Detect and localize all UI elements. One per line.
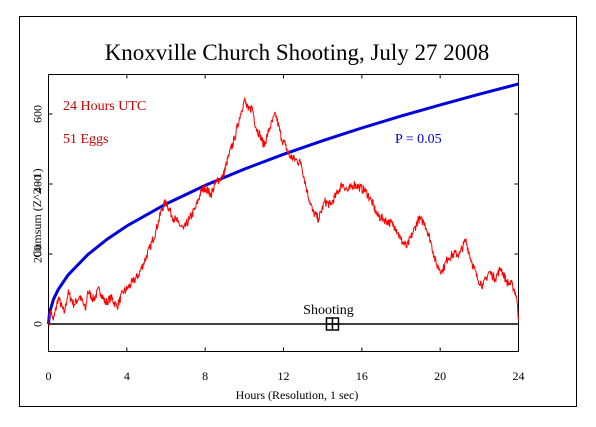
x-tick-label: 16: [356, 369, 368, 383]
x-axis-label: Hours (Resolution, 1 sec): [236, 388, 359, 402]
outer-frame: [19, 16, 577, 407]
x-axis: 0 4 8 12 16 20 24: [46, 74, 525, 383]
x-tick-label: 8: [202, 369, 208, 383]
significance-curve: [47, 82, 519, 325]
y-tick-label: 600: [31, 105, 45, 123]
x-tick-label: 4: [124, 369, 130, 383]
x-tick-label: 0: [46, 369, 52, 383]
event-label: Shooting: [303, 303, 354, 318]
x-tick-label: 12: [278, 369, 290, 383]
y-tick-label: 200: [31, 245, 45, 263]
y-axis: 0 200 400 600: [31, 105, 519, 327]
y-tick-label: 0: [31, 321, 45, 327]
x-tick-label: 24: [513, 369, 525, 383]
y-axis-label: Cumsum (Z^2 - 1): [30, 168, 44, 257]
x-tick-label: 20: [434, 369, 446, 383]
time-basis-label: 24 Hours UTC: [63, 99, 146, 114]
probability-label: P = 0.05: [395, 132, 442, 147]
cumsum-series: [48, 96, 519, 327]
y-tick-label: 400: [31, 175, 45, 193]
event-marker: [325, 317, 340, 331]
chart-title: Knoxville Church Shooting, July 27 2008: [105, 40, 490, 65]
eggs-label: 51 Eggs: [63, 132, 109, 147]
